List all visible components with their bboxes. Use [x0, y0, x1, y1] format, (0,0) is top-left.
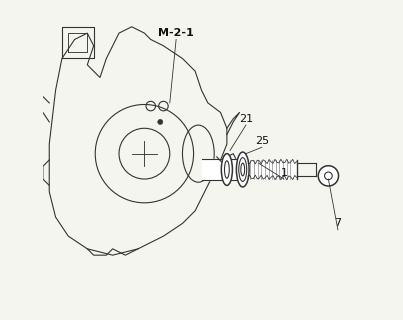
Text: M-2-1: M-2-1 [158, 28, 194, 38]
Text: 1: 1 [280, 168, 287, 178]
Circle shape [158, 119, 163, 124]
Ellipse shape [224, 161, 229, 178]
Circle shape [324, 172, 332, 180]
Ellipse shape [221, 154, 233, 185]
Text: 25: 25 [255, 136, 269, 146]
Circle shape [318, 166, 339, 186]
Text: 7: 7 [334, 219, 341, 228]
Ellipse shape [241, 163, 245, 176]
Text: 21: 21 [239, 114, 253, 124]
Ellipse shape [239, 158, 247, 181]
Ellipse shape [237, 152, 249, 187]
